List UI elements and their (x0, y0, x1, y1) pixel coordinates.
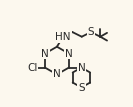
Text: S: S (78, 82, 85, 93)
Text: HN: HN (55, 32, 71, 42)
Text: N: N (78, 62, 85, 73)
Text: Cl: Cl (27, 62, 38, 73)
Text: N: N (53, 69, 61, 79)
Text: N: N (65, 49, 73, 59)
Text: S: S (88, 27, 94, 37)
Text: N: N (41, 49, 49, 59)
